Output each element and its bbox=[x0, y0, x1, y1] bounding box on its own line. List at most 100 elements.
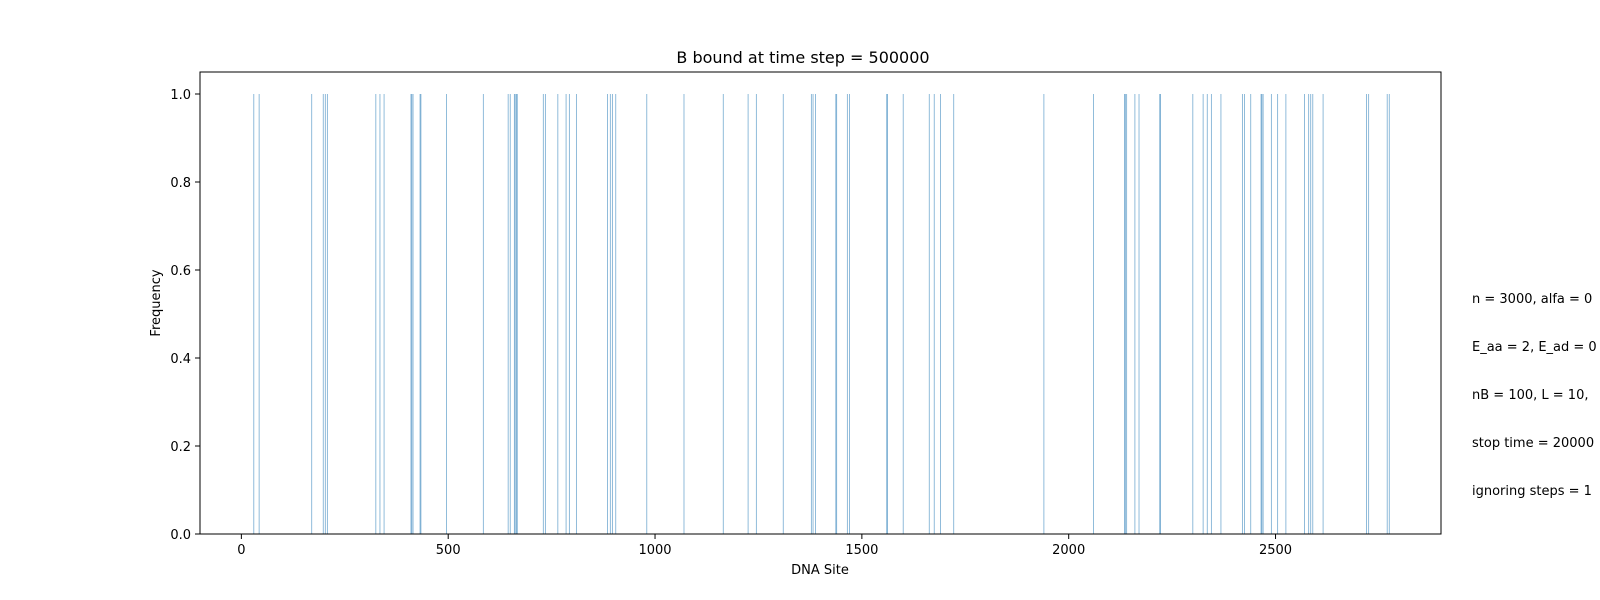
bar bbox=[755, 94, 757, 534]
bar bbox=[1277, 94, 1279, 534]
bar bbox=[1134, 94, 1136, 534]
chart-title: B bound at time step = 500000 bbox=[676, 48, 929, 67]
bar bbox=[420, 94, 422, 534]
bar bbox=[886, 94, 888, 534]
bar bbox=[419, 94, 421, 534]
bar bbox=[1386, 94, 1388, 534]
bar bbox=[258, 94, 260, 534]
bar bbox=[542, 94, 544, 534]
bar bbox=[1285, 94, 1287, 534]
bar bbox=[1202, 94, 1204, 534]
y-tick-label: 0.4 bbox=[170, 352, 191, 367]
bar bbox=[846, 94, 848, 534]
bar bbox=[1206, 94, 1208, 534]
bar bbox=[609, 94, 611, 534]
bar bbox=[482, 94, 484, 534]
bar bbox=[782, 94, 784, 534]
bar bbox=[1220, 94, 1222, 534]
bar bbox=[683, 94, 685, 534]
bar bbox=[1093, 94, 1094, 534]
bar bbox=[516, 94, 517, 534]
bar bbox=[1138, 94, 1140, 534]
bar bbox=[557, 94, 559, 534]
bar bbox=[928, 94, 930, 534]
annotation-line: nB = 100, L = 10, bbox=[1472, 388, 1589, 403]
bar bbox=[1043, 94, 1045, 534]
bar bbox=[812, 94, 814, 534]
bar bbox=[1270, 94, 1272, 534]
parameter-annotation: n = 3000, alfa = 0 E_aa = 2, E_ad = 0 nB… bbox=[1472, 260, 1600, 516]
bar bbox=[1241, 94, 1243, 534]
x-tick-label: 0 bbox=[237, 543, 245, 558]
bar bbox=[379, 94, 381, 534]
x-tick-label: 2000 bbox=[1052, 543, 1085, 558]
bar bbox=[747, 94, 749, 534]
bar bbox=[1210, 94, 1212, 534]
bar bbox=[1261, 94, 1263, 534]
x-tick-label: 500 bbox=[436, 543, 461, 558]
bar bbox=[410, 94, 412, 534]
bar bbox=[1368, 94, 1370, 534]
bar bbox=[1366, 94, 1367, 534]
bar bbox=[514, 94, 516, 534]
bar bbox=[565, 94, 567, 534]
bar bbox=[815, 94, 816, 534]
bar bbox=[1244, 94, 1245, 534]
bar bbox=[810, 94, 812, 534]
bar bbox=[509, 94, 511, 534]
bar bbox=[1304, 94, 1305, 534]
bar bbox=[1312, 94, 1314, 534]
bar bbox=[849, 94, 850, 534]
bar bbox=[1159, 94, 1161, 534]
bar bbox=[615, 94, 617, 534]
bar bbox=[887, 94, 888, 534]
bar bbox=[1160, 94, 1161, 534]
y-tick-label: 0.2 bbox=[170, 440, 191, 455]
bar bbox=[575, 94, 577, 534]
x-axis-label: DNA Site bbox=[791, 563, 849, 578]
annotation-line: E_aa = 2, E_ad = 0 bbox=[1472, 340, 1597, 355]
bar bbox=[1250, 94, 1252, 534]
bar bbox=[516, 94, 518, 534]
y-tick-label: 0.6 bbox=[170, 264, 191, 279]
bar bbox=[1260, 94, 1262, 534]
x-tick-label: 1500 bbox=[845, 543, 878, 558]
bar bbox=[311, 94, 313, 534]
bar bbox=[1262, 94, 1264, 534]
bar bbox=[1124, 94, 1126, 534]
bar bbox=[446, 94, 447, 534]
x-tick-label: 1000 bbox=[638, 543, 671, 558]
bar bbox=[253, 94, 255, 534]
bar bbox=[544, 94, 546, 534]
bar bbox=[322, 94, 324, 534]
bar bbox=[412, 94, 414, 534]
y-tick-label: 1.0 bbox=[170, 88, 191, 103]
bar bbox=[940, 94, 941, 534]
x-axis-ticks: 0 500 1000 1500 2000 2500 bbox=[237, 534, 1292, 558]
bar bbox=[1192, 94, 1194, 534]
bar bbox=[1310, 94, 1312, 534]
bar bbox=[1322, 94, 1324, 534]
bar bbox=[1126, 94, 1128, 534]
bar bbox=[1308, 94, 1310, 534]
bar bbox=[411, 94, 413, 534]
y-tick-label: 0.8 bbox=[170, 176, 191, 191]
bar bbox=[611, 94, 613, 534]
bar bbox=[722, 94, 724, 534]
bars bbox=[253, 94, 1390, 534]
bar bbox=[383, 94, 385, 534]
bar bbox=[1124, 94, 1125, 534]
bar bbox=[375, 94, 377, 534]
bar bbox=[933, 94, 935, 534]
bar bbox=[324, 94, 326, 534]
y-axis-ticks: 0.0 0.2 0.4 0.6 0.8 1.0 bbox=[170, 88, 200, 543]
y-tick-label: 0.0 bbox=[170, 528, 191, 543]
plot-frame bbox=[199, 71, 1442, 535]
annotation-line: ignoring steps = 1 bbox=[1472, 484, 1592, 499]
x-tick-label: 2500 bbox=[1259, 543, 1292, 558]
bar bbox=[646, 94, 648, 534]
y-axis-label: Frequency bbox=[149, 269, 164, 336]
bar bbox=[607, 94, 608, 534]
bar bbox=[507, 94, 509, 534]
